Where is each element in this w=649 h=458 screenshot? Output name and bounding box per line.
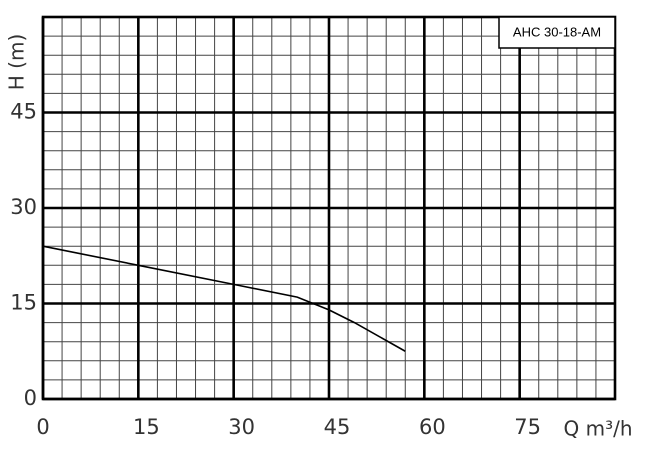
x-tick-label: 15 — [133, 415, 160, 439]
chart-title: AHC 30-18-AM — [513, 24, 601, 39]
y-tick-label: 30 — [10, 195, 37, 219]
x-axis-label: Q m³/h — [563, 417, 632, 441]
y-tick-label: 45 — [10, 100, 37, 124]
y-tick-label: 0 — [24, 386, 37, 410]
plot-frame — [41, 15, 617, 401]
x-tick-label: 45 — [324, 415, 351, 439]
y-axis-label: H (m) — [5, 34, 29, 90]
x-tick-label: 30 — [228, 415, 255, 439]
title-box — [498, 16, 616, 49]
curve — [42, 245, 406, 352]
x-tick-label: 75 — [514, 415, 541, 439]
x-tick-label: 60 — [419, 415, 446, 439]
y-tick-label: 15 — [10, 291, 37, 315]
x-tick-label: 0 — [36, 415, 49, 439]
